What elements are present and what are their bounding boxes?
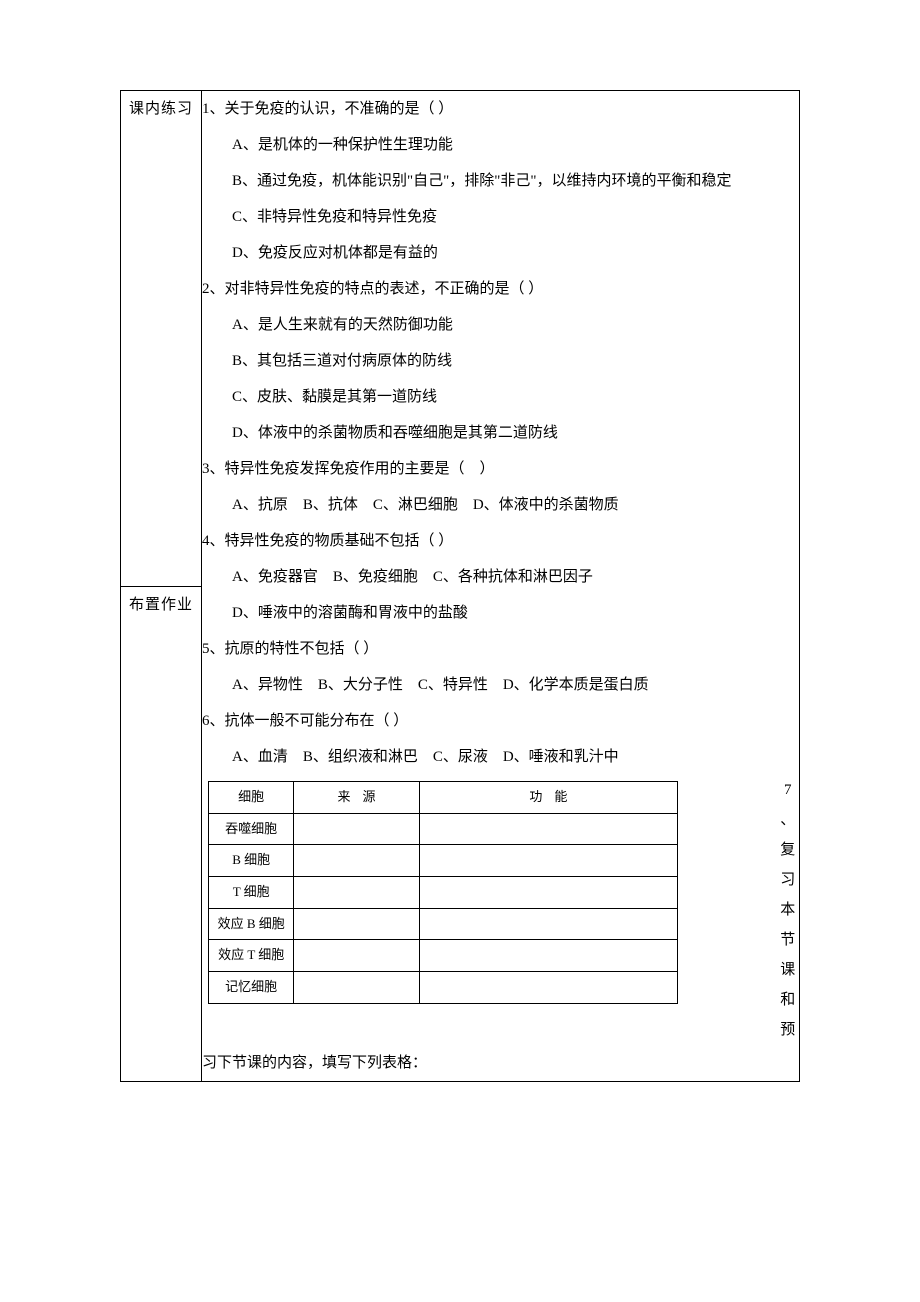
inner-row-3: 效应 B 细胞 bbox=[209, 908, 678, 940]
inner-table-wrap: 细胞 来源 功能 吞噬细胞 B 细胞 bbox=[202, 775, 769, 1008]
q7-v-3: 习 bbox=[777, 865, 800, 895]
inner-row-5: 记忆细胞 bbox=[209, 972, 678, 1004]
q3-opts: A、抗原 B、抗体 C、淋巴细胞 D、体液中的杀菌物质 bbox=[202, 487, 799, 523]
inner-r4-c1 bbox=[294, 940, 419, 972]
inner-r5-c0: 记忆细胞 bbox=[209, 972, 294, 1004]
q7-v-8: 预 bbox=[777, 1015, 800, 1045]
q7-v-7: 和 bbox=[777, 985, 800, 1015]
inner-h-2: 功能 bbox=[419, 782, 677, 814]
inner-r2-c0: T 细胞 bbox=[209, 877, 294, 909]
q6-stem: 6、抗体一般不可能分布在（ ） bbox=[202, 703, 799, 739]
q1-stem: 1、关于免疫的认识，不准确的是（ ） bbox=[202, 91, 799, 127]
footer-line: 习下节课的内容，填写下列表格： bbox=[202, 1045, 799, 1081]
inner-r1-c2 bbox=[419, 845, 677, 877]
inner-row-1: B 细胞 bbox=[209, 845, 678, 877]
q2-opt-b: B、其包括三道对付病原体的防线 bbox=[202, 343, 799, 379]
q7-v-4: 本 bbox=[777, 895, 800, 925]
outer-table: 课内练习 1、关于免疫的认识，不准确的是（ ） A、是机体的一种保护性生理功能 … bbox=[120, 90, 800, 1082]
inner-row-0: 吞噬细胞 bbox=[209, 813, 678, 845]
inner-h-1: 来源 bbox=[294, 782, 419, 814]
q6-opts: A、血清 B、组织液和淋巴 C、尿液 D、唾液和乳汁中 bbox=[202, 739, 799, 775]
q2-opt-a: A、是人生来就有的天然防御功能 bbox=[202, 307, 799, 343]
inner-r3-c1 bbox=[294, 908, 419, 940]
inner-r5-c1 bbox=[294, 972, 419, 1004]
q7-v-2: 复 bbox=[777, 835, 800, 865]
page: 课内练习 1、关于免疫的认识，不准确的是（ ） A、是机体的一种保护性生理功能 … bbox=[0, 0, 920, 1302]
inner-row-2: T 细胞 bbox=[209, 877, 678, 909]
inner-r0-c1 bbox=[294, 813, 419, 845]
inner-r3-c2 bbox=[419, 908, 677, 940]
q5-opts: A、异物性 B、大分子性 C、特异性 D、化学本质是蛋白质 bbox=[202, 667, 799, 703]
q2-opt-c: C、皮肤、黏膜是其第一道防线 bbox=[202, 379, 799, 415]
inner-table: 细胞 来源 功能 吞噬细胞 B 细胞 bbox=[208, 781, 678, 1004]
q1-opt-b: B、通过免疫，机体能识别"自己"，排除"非己"，以维持内环境的平衡和稳定 bbox=[202, 163, 799, 199]
q3-stem: 3、特异性免疫发挥免疫作用的主要是（ ） bbox=[202, 451, 799, 487]
label-homework: 布置作业 bbox=[121, 586, 202, 1082]
q1-opt-a: A、是机体的一种保护性生理功能 bbox=[202, 127, 799, 163]
inner-r2-c2 bbox=[419, 877, 677, 909]
inner-r4-c2 bbox=[419, 940, 677, 972]
q1-opt-c: C、非特异性免疫和特异性免疫 bbox=[202, 199, 799, 235]
inner-r1-c0: B 细胞 bbox=[209, 845, 294, 877]
q2-opt-d: D、体液中的杀菌物质和吞噬细胞是其第二道防线 bbox=[202, 415, 799, 451]
q7-v-5: 节 bbox=[777, 925, 800, 955]
inner-r5-c2 bbox=[419, 972, 677, 1004]
inner-r0-c2 bbox=[419, 813, 677, 845]
inner-r0-c0: 吞噬细胞 bbox=[209, 813, 294, 845]
q1-opt-d: D、免疫反应对机体都是有益的 bbox=[202, 235, 799, 271]
q7-v-1: 、 bbox=[777, 805, 800, 835]
inner-r2-c1 bbox=[294, 877, 419, 909]
inner-r3-c0: 效应 B 细胞 bbox=[209, 908, 294, 940]
content-cell: 1、关于免疫的认识，不准确的是（ ） A、是机体的一种保护性生理功能 B、通过免… bbox=[202, 91, 800, 1082]
q4-stem: 4、特异性免疫的物质基础不包括（ ） bbox=[202, 523, 799, 559]
inner-header-row: 细胞 来源 功能 bbox=[209, 782, 678, 814]
q7-v-0: 7 bbox=[777, 775, 800, 805]
q4-opt-a: A、免疫器官 B、免疫细胞 C、各种抗体和淋巴因子 bbox=[202, 559, 799, 595]
q7-vertical: 7 、 复 习 本 节 课 和 预 bbox=[777, 775, 800, 1045]
q2-stem: 2、对非特异性免疫的特点的表述，不正确的是（ ） bbox=[202, 271, 799, 307]
q5-stem: 5、抗原的特性不包括（ ） bbox=[202, 631, 799, 667]
q4-opt-d: D、唾液中的溶菌酶和胃液中的盐酸 bbox=[202, 595, 799, 631]
inner-r4-c0: 效应 T 细胞 bbox=[209, 940, 294, 972]
inner-h-0: 细胞 bbox=[209, 782, 294, 814]
inner-row-4: 效应 T 细胞 bbox=[209, 940, 678, 972]
inner-r1-c1 bbox=[294, 845, 419, 877]
label-practice: 课内练习 bbox=[121, 91, 202, 587]
q7-v-6: 课 bbox=[777, 955, 800, 985]
